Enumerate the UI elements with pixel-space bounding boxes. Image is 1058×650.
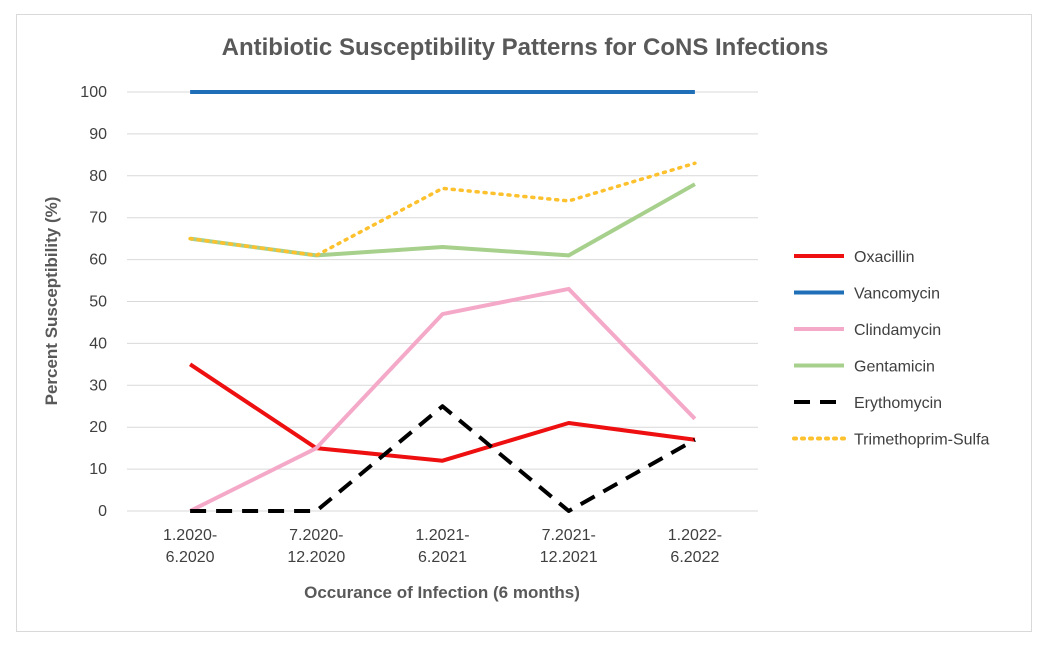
- legend-label: Clindamycin: [854, 322, 941, 339]
- legend-label: Vancomycin: [854, 286, 940, 303]
- y-tick-label: 60: [89, 252, 107, 269]
- series-lines: [188, 90, 697, 513]
- x-tick-labels: 1.2020-6.2020 7.2020-12.2020 1.2021-6.2021…: [163, 527, 722, 566]
- y-tick-label: 80: [89, 168, 107, 185]
- series-line-clindamycin: [189, 286, 697, 513]
- x-tick-label: 1.2021-6.2021: [415, 527, 469, 566]
- y-tick-label: 70: [89, 210, 107, 227]
- chart-frame: [16, 14, 1032, 632]
- series-line-oxacillin: [188, 362, 696, 463]
- legend-label: Oxacillin: [854, 249, 914, 266]
- y-tick-labels: 0 10 20 30 40 50 60 70 80 90 100: [80, 84, 107, 520]
- y-tick-label: 20: [89, 419, 107, 436]
- legend-label: Gentamicin: [854, 359, 935, 376]
- x-tick-label: 7.2020-12.2020: [287, 527, 345, 566]
- x-axis-title: Occurance of Infection (6 months): [304, 583, 580, 602]
- x-tick-label: 7.2021-12.2021: [540, 527, 598, 566]
- y-tick-label: 0: [98, 503, 107, 520]
- legend: Oxacillin Vancomycin Clindamycin Gentamicin…: [792, 249, 990, 449]
- gridlines: [127, 91, 758, 512]
- y-tick-label: 100: [80, 84, 107, 101]
- y-tick-label: 50: [89, 294, 107, 311]
- legend-label: Erythomycin: [854, 395, 942, 412]
- chart-title: Antibiotic Susceptibility Patterns for C…: [222, 34, 829, 61]
- series-line-trimethoprim-sulfa: [188, 161, 697, 258]
- y-tick-label: 40: [89, 335, 107, 352]
- y-tick-label: 90: [89, 126, 107, 143]
- legend-label: Trimethoprim-Sulfa: [854, 432, 990, 449]
- series-line-gentamicin: [189, 182, 696, 258]
- y-tick-label: 10: [89, 461, 107, 478]
- series-line-erythomycin: [190, 404, 696, 513]
- y-tick-label: 30: [89, 377, 107, 394]
- y-axis-title: Percent Susceptibility (%): [42, 197, 61, 406]
- x-tick-label: 1.2020-6.2020: [163, 527, 217, 566]
- x-tick-label: 1.2022-6.2022: [668, 527, 722, 566]
